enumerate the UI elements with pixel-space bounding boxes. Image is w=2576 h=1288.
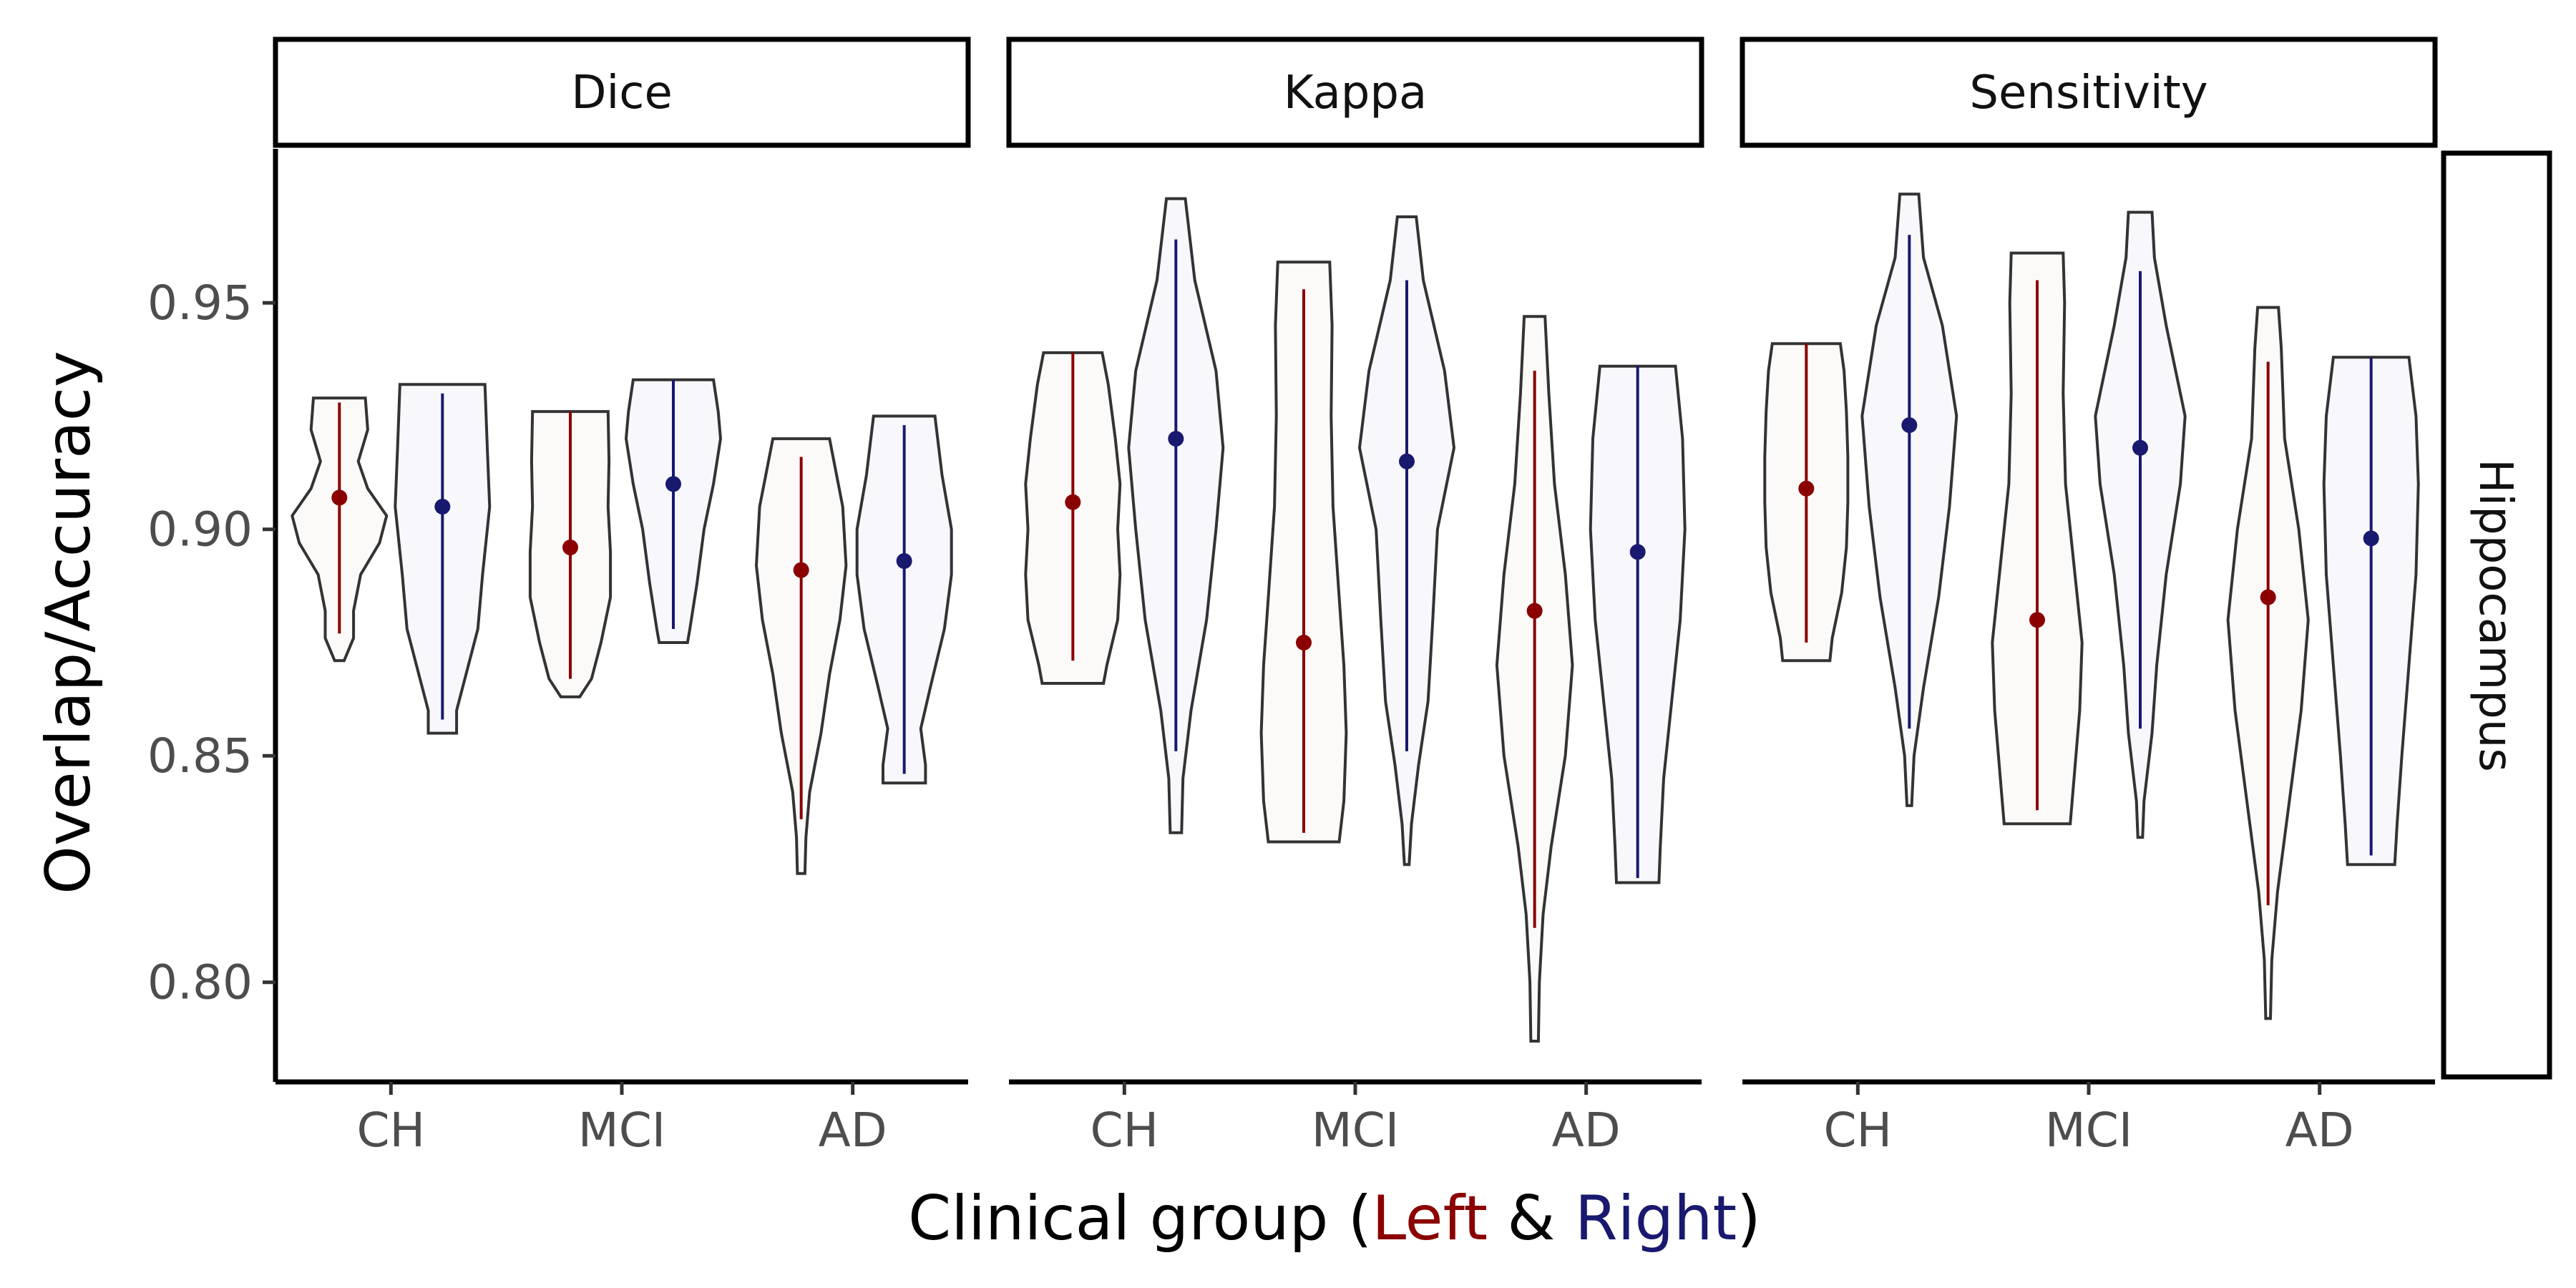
mean-point-right bbox=[1629, 544, 1646, 560]
mean-point-right bbox=[1901, 417, 1918, 434]
row-strip: Hippocampus bbox=[2441, 150, 2552, 1080]
mean-point-right bbox=[2132, 439, 2148, 456]
mean-point-right bbox=[1399, 453, 1415, 469]
mean-point-right bbox=[665, 476, 681, 492]
x-tick-label: AD bbox=[819, 1103, 887, 1158]
mean-point-left bbox=[793, 562, 809, 578]
mean-point-left bbox=[1526, 602, 1543, 619]
y-tick-label: 0.80 bbox=[147, 955, 253, 1010]
row-strip-label: Hippocampus bbox=[2469, 459, 2522, 772]
y-tick-label: 0.90 bbox=[147, 502, 253, 557]
panel-sensitivity: Sensitivity CH MCI AD bbox=[1740, 36, 2438, 1158]
facet-strip-box bbox=[1006, 36, 1704, 148]
y-tick-label: 0.85 bbox=[147, 728, 253, 784]
panel-kappa: Kappa CH MCI AD bbox=[1006, 36, 1704, 1158]
mean-point-left bbox=[1296, 634, 1312, 650]
mean-point-left bbox=[331, 489, 348, 506]
y-axis-title: Overlap/Accuracy bbox=[33, 351, 104, 894]
mean-point-right bbox=[1168, 431, 1184, 447]
mean-point-left bbox=[2029, 612, 2045, 628]
x-axis-title-left: Left bbox=[1372, 1183, 1488, 1254]
x-axis-title-amp: & bbox=[1488, 1183, 1575, 1254]
facet-strip-box bbox=[1740, 36, 2438, 148]
x-axis-title-suffix: ) bbox=[1737, 1183, 1761, 1254]
panel-dice: Dice 0.80 0.85 0.90 0.95 CH MCI AD bbox=[147, 36, 971, 1158]
mean-point-left bbox=[2260, 589, 2276, 605]
mean-point-right bbox=[896, 553, 912, 570]
x-tick-label: CH bbox=[1090, 1103, 1158, 1158]
facet-strip-box bbox=[273, 36, 971, 148]
x-tick-label: CH bbox=[1823, 1103, 1892, 1158]
facet-title: Sensitivity bbox=[1969, 67, 2207, 119]
row-strip-box bbox=[2441, 150, 2552, 1080]
mean-point-left bbox=[1065, 494, 1081, 510]
x-tick-label: AD bbox=[1552, 1103, 1621, 1158]
x-tick-label: MCI bbox=[1312, 1103, 1400, 1158]
mean-point-left bbox=[562, 540, 578, 556]
x-axis-title-prefix: Clinical group ( bbox=[908, 1183, 1372, 1254]
y-tick-label: 0.95 bbox=[147, 275, 253, 331]
x-tick-label: CH bbox=[356, 1103, 425, 1158]
mean-point-left bbox=[1798, 480, 1815, 497]
x-tick-label: MCI bbox=[2045, 1103, 2133, 1158]
facet-title: Kappa bbox=[1284, 67, 1428, 119]
mean-point-right bbox=[434, 499, 451, 515]
x-tick-label: MCI bbox=[578, 1103, 666, 1158]
x-axis-title-right: Right bbox=[1575, 1183, 1737, 1254]
x-axis-title: Clinical group (Left & Right) bbox=[908, 1183, 1761, 1254]
facet-title: Dice bbox=[571, 67, 673, 119]
x-tick-label: AD bbox=[2285, 1103, 2354, 1158]
mean-point-right bbox=[2363, 530, 2379, 547]
